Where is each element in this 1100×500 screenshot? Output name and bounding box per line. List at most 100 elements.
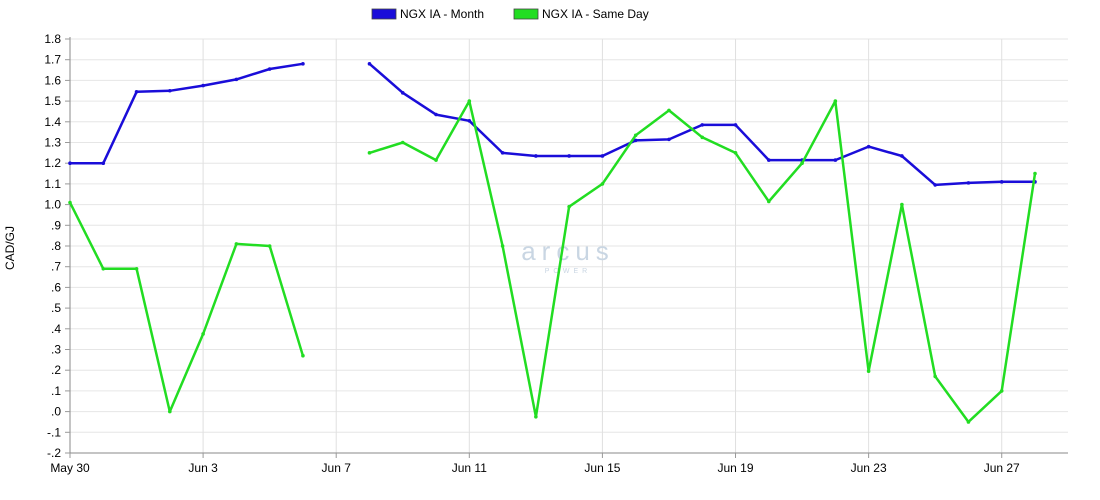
- svg-text:POWER: POWER: [545, 268, 591, 275]
- x-tick-label: May 30: [50, 461, 90, 475]
- series-line: [68, 201, 305, 413]
- data-point[interactable]: [933, 183, 937, 187]
- series-lines: [68, 62, 1037, 424]
- y-axis-ticks: -.2 -.1 .0 .1 .2 .3 .4 .5 .6 .7 .8 .9 1.0 1.1 1.2 1.3 1.…: [44, 32, 70, 460]
- data-point[interactable]: [201, 332, 205, 336]
- svg-text:arcus: arcus: [521, 236, 615, 266]
- x-tick-label: Jun 3: [188, 461, 218, 475]
- data-point[interactable]: [966, 420, 971, 424]
- y-tick-label: 1.7: [44, 53, 61, 67]
- data-point[interactable]: [301, 353, 305, 358]
- data-point[interactable]: [667, 137, 671, 142]
- y-tick-label: .6: [51, 280, 61, 294]
- data-point[interactable]: [367, 151, 372, 155]
- legend-item[interactable]: NGX IA - Same Day: [513, 7, 649, 21]
- legend-label: NGX IA - Same Day: [542, 7, 649, 21]
- data-point[interactable]: [567, 204, 571, 209]
- y-tick-label: 1.0: [44, 198, 61, 212]
- data-point[interactable]: [301, 62, 305, 66]
- data-point[interactable]: [367, 62, 372, 66]
- data-point[interactable]: [600, 182, 605, 186]
- data-point[interactable]: [234, 77, 239, 82]
- axes: [69, 37, 1068, 454]
- x-tick-label: Jun 19: [718, 461, 754, 475]
- data-point[interactable]: [866, 144, 871, 149]
- y-tick-label: 1.4: [44, 115, 61, 129]
- data-point[interactable]: [833, 158, 838, 162]
- y-tick-label: 1.5: [44, 94, 61, 108]
- data-point[interactable]: [500, 244, 505, 248]
- y-tick-label: .5: [51, 301, 61, 315]
- data-point[interactable]: [900, 202, 904, 207]
- data-point[interactable]: [134, 89, 139, 94]
- legend-label: NGX IA - Month: [400, 7, 484, 21]
- y-tick-label: .3: [51, 343, 61, 357]
- data-point[interactable]: [567, 154, 571, 158]
- data-point[interactable]: [168, 88, 172, 93]
- data-point[interactable]: [800, 161, 804, 165]
- data-point[interactable]: [400, 91, 405, 95]
- data-point[interactable]: [600, 154, 605, 158]
- data-point[interactable]: [766, 158, 771, 162]
- data-point[interactable]: [1033, 171, 1037, 176]
- y-tick-label: 1.3: [44, 136, 61, 150]
- y-tick-label: -.2: [47, 446, 61, 460]
- data-point[interactable]: [900, 154, 904, 158]
- legend[interactable]: NGX IA - Month NGX IA - Same Day: [371, 7, 649, 21]
- y-tick-label: .7: [51, 260, 61, 274]
- arcus-watermark: arcus POWER: [521, 236, 615, 275]
- data-point[interactable]: [667, 108, 671, 113]
- data-point[interactable]: [68, 161, 72, 165]
- data-point[interactable]: [101, 266, 106, 271]
- data-point[interactable]: [267, 244, 272, 248]
- x-tick-label: Jun 15: [584, 461, 620, 475]
- y-axis-label: CAD/GJ: [3, 226, 17, 270]
- y-tick-label: .8: [51, 239, 61, 253]
- data-point[interactable]: [933, 374, 937, 379]
- data-point[interactable]: [434, 112, 438, 117]
- data-point[interactable]: [633, 133, 638, 138]
- data-point[interactable]: [134, 266, 139, 271]
- x-tick-label: Jun 11: [452, 461, 487, 475]
- data-point[interactable]: [467, 99, 472, 103]
- x-tick-label: Jun 7: [322, 461, 352, 475]
- data-point[interactable]: [766, 199, 771, 204]
- data-point[interactable]: [500, 151, 505, 155]
- data-point[interactable]: [700, 135, 705, 140]
- y-tick-label: .4: [51, 322, 61, 336]
- data-point[interactable]: [966, 181, 971, 185]
- data-point[interactable]: [168, 409, 172, 414]
- y-tick-label: 1.2: [44, 156, 61, 170]
- data-point[interactable]: [201, 83, 205, 88]
- data-point[interactable]: [700, 123, 705, 127]
- data-point[interactable]: [234, 242, 239, 246]
- data-point[interactable]: [467, 118, 472, 123]
- data-point[interactable]: [534, 414, 538, 419]
- y-tick-label: .9: [51, 218, 61, 232]
- series-line: [70, 62, 304, 165]
- y-tick-label: 1.1: [44, 177, 61, 191]
- y-tick-label: 1.6: [44, 73, 61, 87]
- data-point[interactable]: [68, 200, 72, 205]
- data-point[interactable]: [633, 138, 638, 143]
- data-point[interactable]: [434, 158, 438, 162]
- data-point[interactable]: [733, 123, 738, 127]
- legend-item[interactable]: NGX IA - Month: [371, 7, 484, 21]
- data-point[interactable]: [999, 389, 1004, 393]
- legend-swatch: [371, 8, 397, 20]
- x-tick-label: Jun 27: [984, 461, 1020, 475]
- x-tick-label: Jun 23: [851, 461, 887, 475]
- y-tick-label: 1.8: [44, 32, 61, 46]
- data-point[interactable]: [400, 140, 405, 145]
- data-point[interactable]: [866, 369, 871, 374]
- data-point[interactable]: [101, 161, 106, 165]
- data-point[interactable]: [833, 99, 838, 103]
- y-tick-label: .2: [51, 363, 61, 377]
- data-point[interactable]: [999, 180, 1004, 184]
- data-point[interactable]: [534, 154, 538, 158]
- data-point[interactable]: [267, 67, 272, 71]
- series-ngx-ia-month: [68, 62, 1037, 187]
- y-tick-label: .0: [51, 405, 61, 419]
- data-point[interactable]: [733, 151, 738, 155]
